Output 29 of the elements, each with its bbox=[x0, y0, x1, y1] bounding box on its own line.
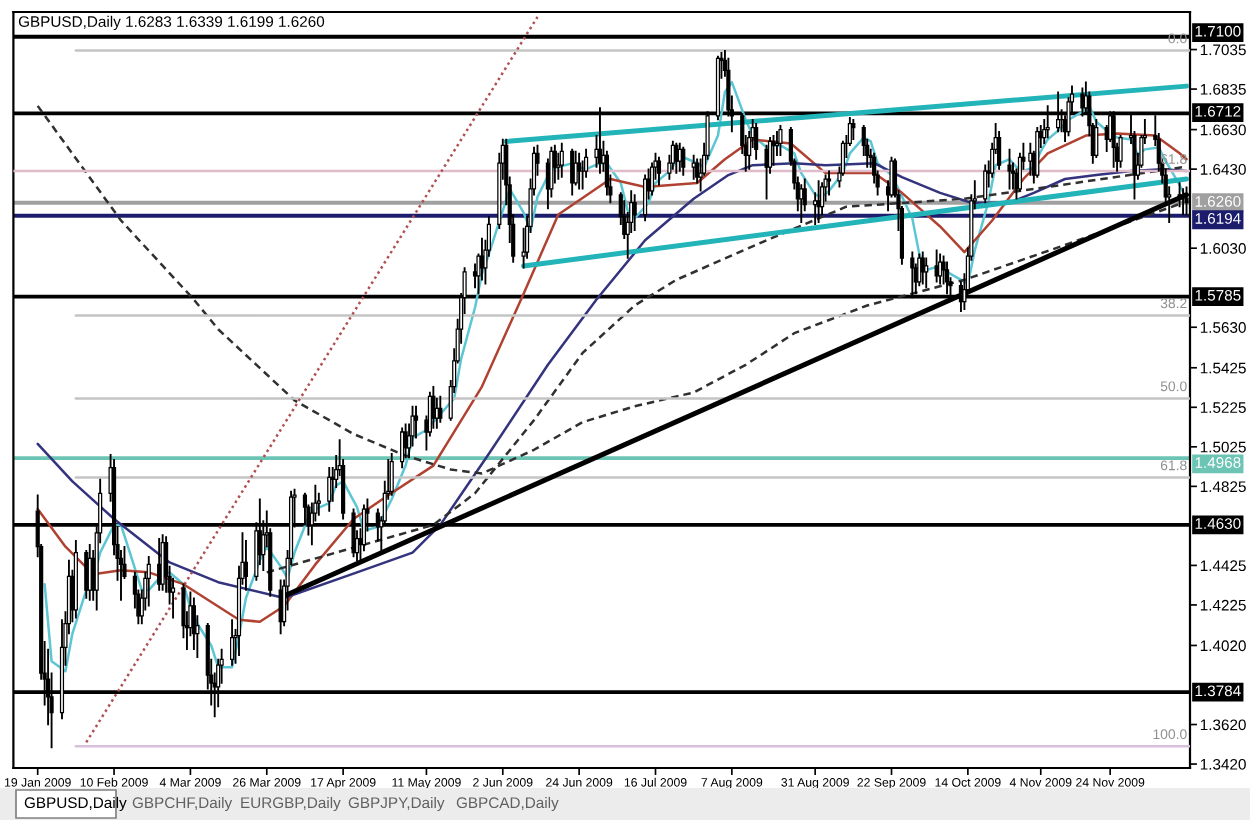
candlestick bbox=[559, 142, 564, 178]
candlestick bbox=[851, 119, 856, 141]
candlestick bbox=[799, 184, 804, 224]
candlestick bbox=[73, 540, 78, 619]
candlestick bbox=[920, 251, 925, 285]
candlestick bbox=[146, 555, 151, 607]
candlestick bbox=[826, 170, 832, 196]
candlestick bbox=[924, 257, 929, 289]
candlestick bbox=[691, 154, 696, 180]
candlestick bbox=[389, 453, 394, 496]
candlestick bbox=[643, 174, 648, 222]
candlestick bbox=[413, 405, 419, 439]
candlestick bbox=[632, 194, 637, 232]
candlestick bbox=[997, 130, 1002, 170]
candlestick bbox=[243, 540, 249, 591]
candlestick bbox=[191, 597, 196, 651]
candlestick bbox=[157, 538, 162, 591]
candlestick bbox=[1035, 126, 1040, 178]
candlestick bbox=[316, 492, 321, 516]
line-series bbox=[43, 80, 1188, 673]
candlestick bbox=[816, 180, 821, 224]
candlestick bbox=[674, 142, 679, 174]
candlestick bbox=[431, 385, 436, 429]
candlestick bbox=[84, 549, 89, 599]
candlestick bbox=[577, 152, 582, 190]
candlestick bbox=[1094, 119, 1099, 158]
candlestick bbox=[570, 148, 575, 196]
candlestick bbox=[681, 146, 686, 176]
candlestick bbox=[229, 619, 235, 666]
